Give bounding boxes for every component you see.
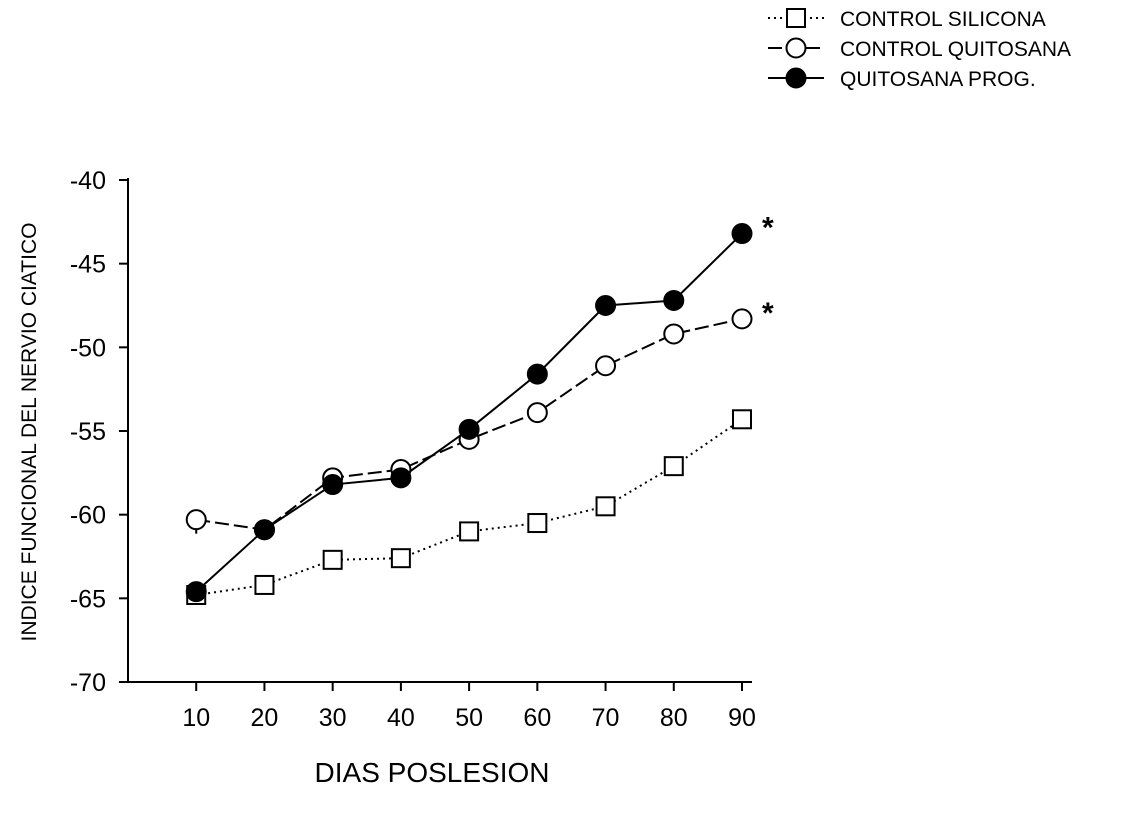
y-tick-label: -60 bbox=[70, 502, 106, 530]
legend-label: CONTROL QUITOSANA bbox=[840, 38, 1071, 61]
legend: CONTROL SILICONA CONTROL QUITOSANA QUITOSA… bbox=[768, 8, 1071, 91]
legend-marker bbox=[785, 37, 807, 59]
data-point bbox=[458, 418, 480, 440]
x-tick-label: 60 bbox=[523, 704, 551, 732]
data-point bbox=[253, 519, 275, 541]
x-tick-label: 30 bbox=[319, 704, 347, 732]
significance-star: * bbox=[762, 297, 774, 330]
x-tick-label: 90 bbox=[728, 704, 756, 732]
significance-star: * bbox=[762, 212, 774, 245]
y-tick-label: -65 bbox=[70, 585, 106, 613]
data-point bbox=[254, 574, 275, 595]
data-point bbox=[459, 521, 480, 542]
data-point bbox=[663, 289, 685, 311]
legend-label: CONTROL SILICONA bbox=[840, 8, 1046, 31]
data-point bbox=[185, 581, 207, 603]
chart-axes: -40 -45 -50 -55 -60 -65 -70 10 20 30 40 50 60 70 80 90 bbox=[70, 167, 756, 732]
y-tick-label: -40 bbox=[70, 167, 106, 195]
x-tick-label: 40 bbox=[387, 704, 415, 732]
x-tick-label: 20 bbox=[251, 704, 279, 732]
legend-marker bbox=[786, 8, 806, 28]
x-axis-title: DIAS POSLESION bbox=[315, 757, 550, 788]
data-point bbox=[322, 549, 343, 570]
y-axis-title: INDICE FUNCIONAL DEL NERVIO CIATICO bbox=[18, 223, 41, 642]
data-point bbox=[732, 409, 752, 430]
x-tick-label: 70 bbox=[592, 704, 620, 732]
data-point bbox=[731, 223, 753, 245]
y-tick-label: -70 bbox=[70, 669, 106, 697]
y-tick-label: -45 bbox=[70, 251, 106, 279]
data-point bbox=[731, 308, 753, 330]
data-point bbox=[390, 467, 412, 489]
data-point bbox=[595, 496, 616, 517]
series-annotations: ** bbox=[762, 212, 774, 330]
data-point bbox=[527, 513, 548, 534]
series-points bbox=[185, 223, 753, 605]
x-tick-label: 10 bbox=[182, 704, 210, 732]
y-tick-label: -55 bbox=[70, 418, 106, 446]
data-point bbox=[526, 363, 548, 385]
data-point bbox=[322, 474, 344, 496]
y-tick-label: -50 bbox=[70, 334, 106, 362]
data-point bbox=[663, 323, 685, 345]
legend-label: QUITOSANA PROG. bbox=[840, 68, 1036, 91]
x-tick-label: 80 bbox=[660, 704, 688, 732]
data-point bbox=[390, 548, 411, 569]
data-point bbox=[595, 355, 617, 377]
legend-marker bbox=[785, 67, 807, 89]
data-point bbox=[595, 295, 617, 316]
x-tick-label: 50 bbox=[455, 704, 483, 732]
data-point bbox=[663, 456, 684, 477]
data-point bbox=[526, 402, 548, 424]
data-point bbox=[185, 509, 207, 531]
